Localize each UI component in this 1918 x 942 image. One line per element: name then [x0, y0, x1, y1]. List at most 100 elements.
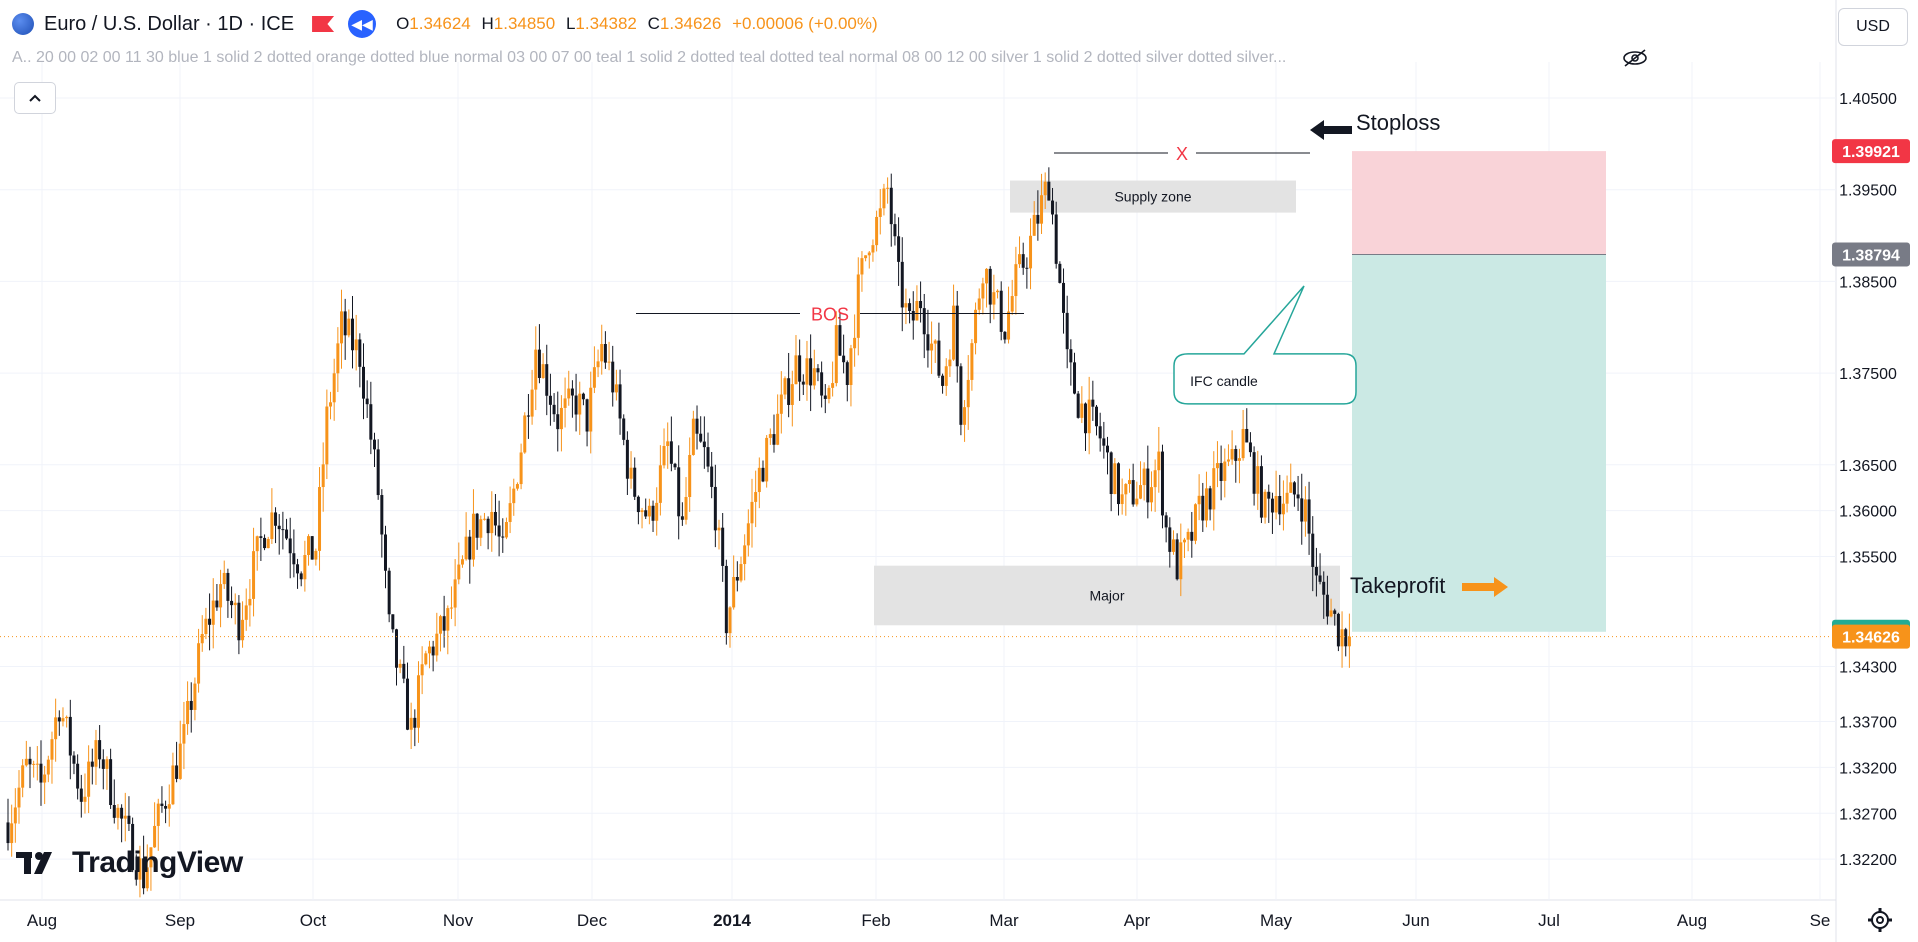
candle-body — [6, 822, 10, 844]
candle-body — [904, 303, 908, 308]
candle-body — [21, 765, 25, 788]
time-tick-label: Feb — [861, 911, 890, 930]
candle-body — [922, 308, 926, 335]
collapse-button[interactable] — [14, 82, 56, 114]
candle-body — [208, 618, 212, 625]
candle-body — [787, 378, 791, 405]
candle-body — [864, 255, 868, 259]
candle-body — [266, 539, 270, 549]
candle-body — [875, 216, 879, 246]
candle-body — [1080, 403, 1084, 418]
candle-body — [394, 629, 398, 668]
candle-body — [1168, 527, 1172, 552]
candle-body — [449, 607, 453, 609]
candle-body — [658, 465, 662, 503]
candle-body — [17, 787, 21, 808]
price-axis[interactable]: 1.40500 1.39500 1.38500 1.37500 1.36500 1.360… — [1832, 91, 1910, 869]
candle-body — [1054, 214, 1058, 264]
candle-body — [1223, 461, 1227, 481]
candle-body — [475, 513, 479, 538]
flag-icon[interactable] — [312, 16, 335, 32]
candle-body — [1292, 482, 1296, 495]
time-tick-label: Jul — [1538, 911, 1560, 930]
candle-body — [325, 406, 329, 465]
candle-body — [457, 564, 461, 580]
candle-body — [1032, 214, 1036, 236]
time-axis[interactable]: Aug Sep Oct Nov Dec 2014 Feb Mar Apr May Jun Jul Aug… — [27, 911, 1831, 930]
candle-body — [838, 325, 842, 356]
candle-body — [541, 364, 545, 378]
candle-body — [1252, 452, 1256, 494]
candle-body — [1124, 484, 1128, 495]
price-tick-label: 1.36000 — [1839, 504, 1897, 521]
candle-body — [387, 570, 391, 615]
candle-body — [1069, 349, 1073, 363]
candle-body — [1204, 488, 1208, 521]
candle-body — [343, 311, 347, 336]
candle-body — [574, 395, 578, 415]
time-tick-label: Jun — [1402, 911, 1429, 930]
candle-body — [842, 355, 846, 363]
candle-body — [666, 441, 670, 446]
eye-off-icon[interactable] — [1622, 48, 1648, 68]
candle-body — [28, 758, 32, 765]
ohlc-high-value: 1.34850 — [493, 14, 556, 33]
price-label-box — [1832, 139, 1910, 164]
indicator-legend[interactable]: A.. 20 00 02 00 11 30 blue 1 solid 2 dot… — [12, 49, 1287, 66]
candle-body — [743, 545, 747, 565]
candle-body — [959, 366, 963, 425]
candle-body — [1219, 463, 1223, 481]
candle-body — [1113, 463, 1117, 495]
candle-body — [1303, 499, 1307, 522]
settings-gear-icon[interactable] — [1866, 906, 1894, 934]
candle-body — [142, 858, 146, 889]
candle-body — [1021, 254, 1025, 268]
time-tick-label: Se — [1810, 911, 1831, 930]
candle-body — [68, 716, 72, 756]
time-tick-label: Dec — [577, 911, 608, 930]
candle-body — [1300, 498, 1304, 522]
candle-body — [1186, 531, 1190, 540]
candle-body — [860, 258, 864, 275]
candle-body — [794, 355, 798, 385]
replay-icon[interactable]: ◀◀ — [348, 10, 377, 38]
tradingview-logo[interactable]: TradingView — [16, 846, 243, 880]
candle-body — [482, 518, 486, 520]
candle-body — [1333, 610, 1337, 614]
candle-body — [530, 389, 534, 417]
candle-body — [182, 724, 186, 744]
candle-body — [380, 495, 384, 535]
candle-body — [585, 399, 589, 432]
time-tick-label: Apr — [1124, 911, 1151, 930]
candle-body — [651, 505, 655, 521]
candle-body — [61, 718, 65, 722]
candle-body — [83, 796, 87, 802]
candle-body — [823, 395, 827, 399]
candle-body — [845, 362, 849, 386]
candle-body — [1109, 452, 1113, 495]
candle-body — [977, 298, 981, 310]
candle-body — [310, 536, 314, 560]
candle-body — [255, 536, 259, 552]
candle-body — [373, 439, 376, 450]
stoploss-arrow — [1310, 120, 1352, 140]
candle-body — [739, 564, 743, 581]
bos-label: BOS — [811, 304, 849, 324]
candle-body — [402, 663, 406, 679]
candle-body — [438, 616, 442, 634]
candle-body — [292, 553, 296, 565]
candle-body — [35, 763, 39, 765]
candle-body — [365, 398, 369, 405]
candle-body — [706, 447, 710, 467]
candle-body — [460, 559, 464, 565]
candle-body — [1051, 200, 1055, 215]
candle-body — [314, 550, 318, 560]
ohlc-low-value: 1.34382 — [575, 14, 637, 33]
price-label-text: 1.39921 — [1842, 144, 1900, 161]
symbol-title[interactable]: Euro / U.S. Dollar · 1D · ICE — [44, 12, 295, 35]
currency-select[interactable]: USD — [1838, 8, 1908, 46]
candle-body — [702, 441, 706, 448]
candle-body — [952, 305, 956, 360]
candle-body — [750, 501, 754, 524]
